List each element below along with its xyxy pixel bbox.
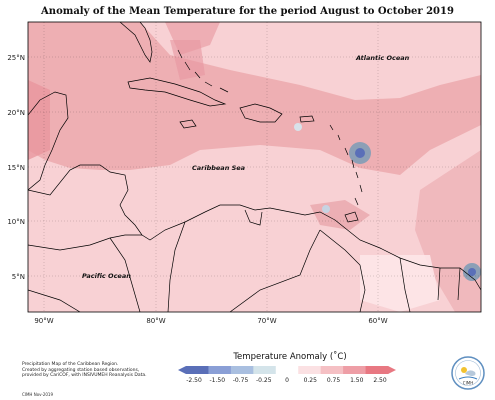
latitude-axis: 25°N 20°N 15°N 10°N 5°N xyxy=(7,54,25,281)
svg-text:CIMH: CIMH xyxy=(463,381,473,386)
label-pacific-ocean: Pacific Ocean xyxy=(82,272,131,280)
note-line: Created by aggregating station based obs… xyxy=(22,367,140,373)
credit-text: CIMH Nov-2019 xyxy=(22,392,54,397)
lon-tick: 70°W xyxy=(257,317,276,325)
map-frame xyxy=(27,21,482,313)
lat-tick: 10°N xyxy=(7,218,25,226)
note-line: provided by CariCOF, with INSIVUMEH Rean… xyxy=(22,373,147,378)
lat-tick: 15°N xyxy=(7,164,25,172)
lon-tick: 60°W xyxy=(368,317,387,325)
longitude-axis: 90°W 80°W 70°W 60°W xyxy=(34,317,387,325)
warm-anomaly-band xyxy=(28,22,481,175)
label-atlantic-ocean: Atlantic Ocean xyxy=(355,54,410,62)
lat-tick: 20°N xyxy=(7,109,25,117)
map-title: Anomaly of the Mean Temperature for the … xyxy=(41,6,454,17)
graticule xyxy=(28,22,481,312)
label-caribbean-sea: Caribbean Sea xyxy=(192,164,245,172)
cimh-logo: CIMH xyxy=(451,356,485,390)
map-notes: Precipitation Map of the Caribbean Regio… xyxy=(22,362,187,379)
lon-tick: 80°W xyxy=(146,317,165,325)
lat-tick: 25°N xyxy=(7,54,25,62)
lat-tick: 5°N xyxy=(12,273,25,281)
legend-title: Temperature Anomaly (˚C) xyxy=(233,352,347,362)
lon-tick: 90°W xyxy=(34,317,53,325)
note-line: Precipitation Map of the Caribbean Regio… xyxy=(22,362,119,367)
